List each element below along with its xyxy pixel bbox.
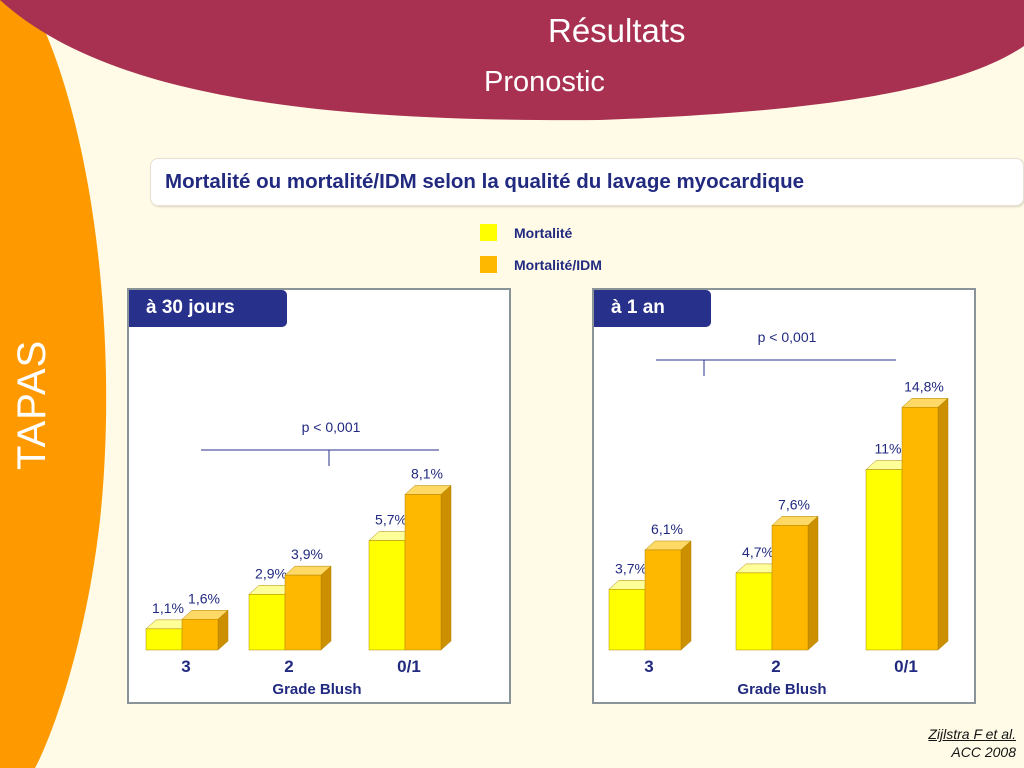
x-axis-label: Grade Blush bbox=[272, 681, 361, 698]
x-tick-label: 2 bbox=[284, 657, 293, 676]
bar-mortalite-idm bbox=[404, 494, 442, 651]
bar-side bbox=[937, 397, 949, 651]
chart-panel-30-jours: 1,1% 1,6% 3 2,9% 3,9% 2 5,7% 8,1% 0/1 Grade Blush… bbox=[127, 288, 511, 704]
slide-title: Résultats bbox=[548, 12, 686, 49]
bar-mortalite-idm bbox=[644, 549, 682, 651]
x-tick-label: 0/1 bbox=[894, 657, 918, 676]
chart-title-box: Mortalité ou mortalité/IDM selon la qual… bbox=[150, 158, 1024, 206]
bar-chart-1-an: 3,7% 6,1% 3 4,7% 7,6% 2 11% 14,8% 0/1 Grade Blush… bbox=[608, 329, 949, 698]
bar-mortalite bbox=[368, 540, 406, 651]
study-label: TAPAS bbox=[10, 339, 54, 470]
bar-value-label: 3,7% bbox=[615, 560, 647, 576]
p-value-label: p < 0,001 bbox=[758, 329, 817, 345]
chart-panel-1-an: 3,7% 6,1% 3 4,7% 7,6% 2 11% 14,8% 0/1 Grade Blush… bbox=[592, 288, 976, 704]
bar-mortalite bbox=[248, 594, 286, 651]
bar-side bbox=[680, 540, 692, 651]
bar-mortalite-idm bbox=[284, 574, 322, 651]
legend-label-mortalite-idm: Mortalité/IDM bbox=[514, 257, 602, 273]
header-band bbox=[0, 0, 1024, 121]
x-tick-label: 3 bbox=[181, 657, 190, 676]
bar-value-label: 6,1% bbox=[651, 521, 683, 537]
bar-side bbox=[807, 515, 819, 651]
bar-value-label: 11% bbox=[875, 441, 902, 457]
bar-mortalite bbox=[608, 589, 646, 651]
bar-side bbox=[320, 565, 332, 651]
bar-mortalite bbox=[865, 469, 903, 651]
legend-swatch-mortalite-idm bbox=[480, 256, 497, 273]
x-axis-label: Grade Blush bbox=[737, 681, 826, 698]
bar-group-2: 2,9%3,9% bbox=[248, 546, 332, 651]
bar-value-label: 4,7% bbox=[742, 544, 774, 560]
bar-value-label: 5,7% bbox=[375, 512, 407, 528]
bar-value-label: 3,9% bbox=[291, 546, 323, 562]
side-band bbox=[0, 0, 107, 768]
bar-group-3: 1,1%1,6% bbox=[145, 590, 229, 651]
chart-title: Mortalité ou mortalité/IDM selon la qual… bbox=[165, 170, 805, 193]
bar-value-label: 14,8% bbox=[904, 378, 944, 394]
panel-title-1-an: à 1 an bbox=[594, 290, 711, 327]
bar-group-0-1: 5,7% 8,1% bbox=[368, 465, 452, 651]
bar-mortalite-idm bbox=[771, 525, 809, 651]
bar-value-label: 2,9% bbox=[255, 565, 287, 581]
bar-mortalite-idm bbox=[901, 407, 939, 651]
legend-swatch-mortalite bbox=[480, 224, 497, 241]
bar-group-2: 4,7% 7,6% bbox=[735, 496, 819, 651]
bar-side bbox=[440, 484, 452, 651]
panel-title-30-jours: à 30 jours bbox=[129, 290, 287, 327]
bar-mortalite bbox=[145, 628, 183, 651]
p-value-label: p < 0,001 bbox=[302, 419, 361, 435]
slide-subtitle: Pronostic bbox=[484, 66, 605, 98]
x-tick-label: 0/1 bbox=[397, 657, 421, 676]
bar-value-label: 1,6% bbox=[188, 590, 220, 606]
reference-author: Zijlstra F et al. bbox=[928, 726, 1016, 742]
legend-label-mortalite: Mortalité bbox=[514, 225, 573, 241]
bar-mortalite bbox=[735, 572, 773, 651]
bar-value-label: 1,1% bbox=[152, 600, 184, 616]
bar-value-label: 7,6% bbox=[778, 496, 810, 512]
bar-value-label: 8,1% bbox=[411, 465, 443, 481]
bar-group-0-1: 11% 14,8% bbox=[865, 378, 949, 651]
x-tick-label: 3 bbox=[644, 657, 653, 676]
bar-group-3: 3,7% 6,1% bbox=[608, 521, 692, 651]
bar-mortalite-idm bbox=[181, 619, 219, 651]
bar-chart-30-jours: 1,1%1,6% 3 2,9%3,9% 2 5,7% 8,1% 0/1 Grade Blush… bbox=[145, 419, 452, 698]
x-tick-label: 2 bbox=[771, 657, 780, 676]
reference-journal: ACC 2008 bbox=[951, 744, 1016, 760]
